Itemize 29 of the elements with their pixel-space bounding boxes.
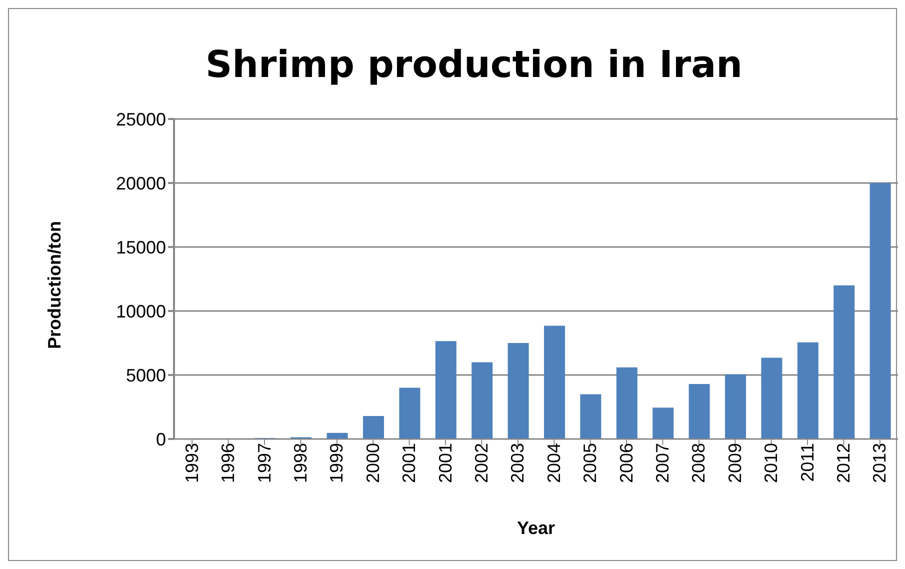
- chart-title: Shrimp production in Iran: [204, 43, 744, 86]
- x-tick-label: 2012: [833, 443, 854, 484]
- x-tick-label: 2000: [362, 443, 383, 484]
- x-tick-label: 2003: [508, 443, 528, 484]
- x-tick-label: 2004: [544, 443, 564, 484]
- y-tick-label: 25000: [116, 109, 166, 130]
- y-tick-label: 0: [156, 429, 166, 450]
- y-tick-label: 10000: [116, 301, 166, 322]
- x-tick-label: 1999: [326, 443, 347, 484]
- x-tick-label: 2007: [652, 443, 672, 484]
- x-tick-label: 2008: [688, 443, 709, 484]
- x-tick-label: 2001: [399, 443, 420, 484]
- x-tick-label: 2010: [761, 443, 782, 484]
- x-tick-label: 2001: [435, 443, 456, 484]
- x-tick-label: 2013: [870, 443, 890, 484]
- y-tick-label: 15000: [116, 237, 166, 258]
- x-tick-label: 2009: [724, 443, 745, 484]
- x-tick-label: 2005: [580, 443, 600, 484]
- y-tick-label: 5000: [126, 365, 166, 386]
- x-tick-label: 1996: [218, 443, 238, 484]
- y-axis-title: Production/ton: [44, 221, 64, 349]
- x-tick-label: 1998: [290, 443, 310, 484]
- y-tick-label: 20000: [116, 173, 166, 194]
- x-axis-title: Year: [516, 518, 556, 538]
- x-tick-label: 1997: [254, 443, 274, 484]
- x-tick-label: 1993: [182, 443, 202, 484]
- x-tick-label: 2002: [471, 443, 492, 484]
- x-tick-label: 2011: [797, 443, 818, 482]
- x-tick-label: 2006: [616, 443, 636, 484]
